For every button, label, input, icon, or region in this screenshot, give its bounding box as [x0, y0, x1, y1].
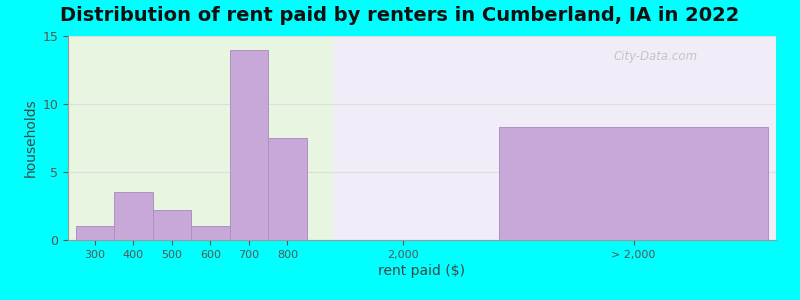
Text: Distribution of rent paid by renters in Cumberland, IA in 2022: Distribution of rent paid by renters in … — [60, 6, 740, 25]
X-axis label: rent paid ($): rent paid ($) — [378, 264, 466, 278]
Bar — [153, 210, 191, 240]
Bar — [114, 192, 153, 240]
Bar — [76, 226, 114, 240]
Bar — [191, 226, 230, 240]
FancyBboxPatch shape — [334, 32, 787, 244]
FancyBboxPatch shape — [64, 32, 357, 244]
Y-axis label: households: households — [24, 99, 38, 177]
Text: City-Data.com: City-Data.com — [614, 50, 698, 63]
Bar — [499, 127, 768, 240]
Bar — [268, 138, 306, 240]
Bar — [230, 50, 268, 240]
